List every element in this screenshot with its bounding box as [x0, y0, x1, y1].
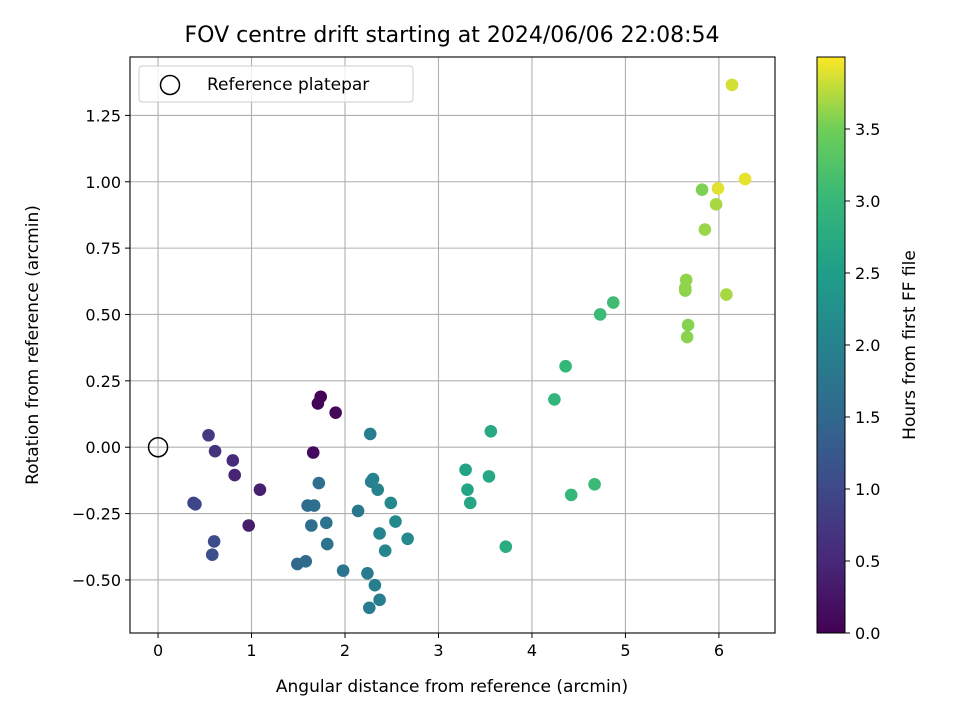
data-point: [548, 393, 561, 406]
data-point: [205, 548, 219, 561]
data-point: [606, 296, 620, 309]
data-point: [725, 78, 739, 92]
data-point: [680, 330, 694, 344]
colorbar: 0.0 0.5 1.0 1.5 2.0 2.5 3.0 3.5 Hours from firs…: [816, 56, 920, 643]
data-point: [738, 172, 752, 186]
data-point: [482, 470, 496, 483]
legend-box: [138, 65, 414, 103]
data-point: [564, 488, 578, 502]
colorbar-gradient: [816, 56, 846, 634]
data-point: [695, 183, 709, 197]
data-point: [559, 359, 572, 373]
legend-marker: [159, 74, 181, 96]
data-point: [389, 515, 402, 528]
data-point: [499, 540, 513, 554]
data-point: [329, 406, 342, 419]
data-point: [226, 454, 240, 467]
y-tick-label: 0.50: [85, 305, 121, 324]
data-point: [463, 496, 477, 510]
data-point: [320, 537, 334, 551]
data-point: [336, 564, 350, 577]
y-tick-label: 0.75: [85, 239, 121, 258]
data-point: [720, 288, 733, 301]
y-axis-ticks: −0.50 −0.25 0.00 0.25 0.50 0.75 1.00 1.25: [72, 106, 130, 590]
data-point: [593, 308, 607, 321]
y-axis-label: Rotation from reference (arcmin): [23, 205, 43, 485]
data-point: [306, 446, 320, 459]
data-point: [459, 463, 472, 477]
x-tick-label: 6: [714, 641, 724, 660]
data-point: [207, 535, 221, 548]
data-point: [299, 555, 313, 568]
data-point: [361, 566, 374, 580]
data-point: [242, 519, 256, 532]
x-tick-label: 4: [527, 641, 537, 660]
data-point: [363, 427, 377, 441]
data-point: [307, 499, 321, 512]
data-point: [253, 483, 267, 496]
colorbar-tick-label: 2.0: [855, 336, 880, 355]
x-tick-label: 3: [433, 641, 443, 660]
colorbar-tick-label: 1.0: [855, 480, 880, 499]
data-point: [373, 527, 386, 540]
y-tick-label: −0.50: [72, 571, 121, 590]
data-point: [461, 483, 474, 496]
colorbar-tick-label: 3.5: [855, 120, 880, 139]
data-point: [378, 544, 392, 558]
y-tick-label: 0.25: [85, 372, 121, 391]
data-point: [366, 472, 380, 486]
colorbar-tick-label: 0.0: [855, 624, 880, 643]
data-points: [187, 78, 752, 615]
data-point: [368, 578, 382, 592]
data-point: [709, 198, 723, 211]
data-point: [588, 478, 601, 491]
y-tick-label: 1.00: [85, 173, 121, 192]
data-point: [679, 273, 693, 287]
x-tick-label: 1: [246, 641, 256, 660]
data-point: [484, 424, 498, 438]
x-axis-ticks: 0 1 2 3 4 5 6: [153, 633, 724, 660]
legend: Reference platepar: [138, 65, 414, 103]
data-point: [305, 519, 318, 532]
data-point: [698, 223, 712, 236]
y-tick-label: −0.25: [72, 505, 121, 524]
data-point: [202, 428, 215, 442]
colorbar-tick-label: 1.5: [855, 408, 880, 427]
data-point: [208, 444, 222, 458]
colorbar-tick-label: 0.5: [855, 552, 880, 571]
data-point: [228, 468, 241, 482]
colorbar-label: Hours from first FF file: [900, 250, 920, 440]
data-point: [384, 496, 398, 510]
x-axis-label: Angular distance from reference (arcmin): [276, 677, 628, 697]
colorbar-ticks: 0.0 0.5 1.0 1.5 2.0 2.5 3.0 3.5: [845, 120, 880, 643]
data-point: [312, 476, 326, 490]
data-point: [363, 601, 376, 615]
data-point: [401, 532, 414, 546]
data-point: [711, 182, 725, 195]
x-tick-label: 5: [620, 641, 630, 660]
y-tick-label: 1.25: [85, 106, 121, 125]
x-tick-label: 2: [340, 641, 350, 660]
colorbar-tick-label: 3.0: [855, 192, 880, 211]
y-tick-label: 0.00: [85, 438, 121, 457]
plot-frame: [129, 56, 776, 634]
data-point: [189, 497, 202, 511]
colorbar-tick-label: 2.5: [855, 264, 880, 283]
data-point: [373, 593, 386, 607]
data-point: [371, 483, 385, 496]
data-point: [311, 397, 325, 410]
data-point: [320, 516, 333, 530]
data-point: [681, 318, 695, 332]
x-tick-label: 0: [153, 641, 163, 660]
legend-label: Reference platepar: [207, 75, 369, 95]
chart-title: FOV centre drift starting at 2024/06/06 …: [185, 23, 720, 48]
grid: [130, 57, 775, 633]
reference-point-marker: [147, 436, 169, 458]
data-point: [351, 504, 365, 518]
